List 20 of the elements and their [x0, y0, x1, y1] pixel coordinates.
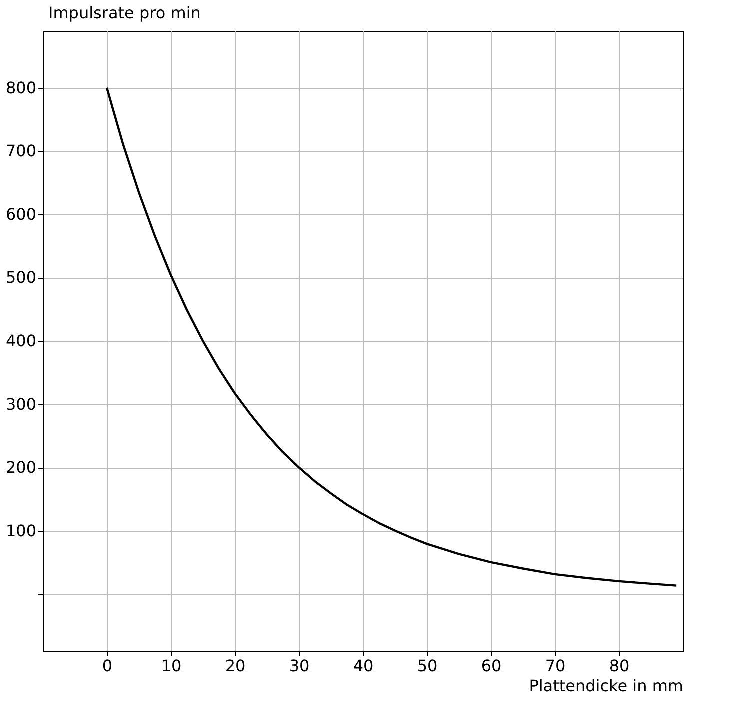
x-tick-label: 30 [289, 656, 310, 676]
y-tick-label: 600 [6, 204, 36, 224]
y-axis-title: Impulsrate pro min [48, 4, 201, 22]
x-tick-label: 70 [545, 656, 566, 676]
x-tick-label: 40 [353, 656, 374, 676]
x-tick-label: 50 [417, 656, 438, 676]
x-axis-title: Plattendicke in mm [529, 676, 684, 696]
y-tick-label: 400 [6, 332, 36, 350]
y-tick-label: 500 [6, 268, 36, 288]
y-tick-label: 800 [6, 78, 36, 98]
x-tick-label: 10 [161, 656, 182, 676]
x-tick-label: 80 [609, 656, 630, 676]
line-series [106, 86, 678, 587]
x-tick-label: 20 [225, 656, 246, 676]
x-tick-label: 0 [102, 656, 113, 676]
y-tick-label: 700 [6, 142, 36, 161]
y-tick-label: 300 [6, 394, 36, 414]
x-tick-label: 60 [481, 656, 502, 676]
y-tick-label: 100 [6, 521, 36, 540]
y-tick-label: 200 [6, 458, 36, 478]
